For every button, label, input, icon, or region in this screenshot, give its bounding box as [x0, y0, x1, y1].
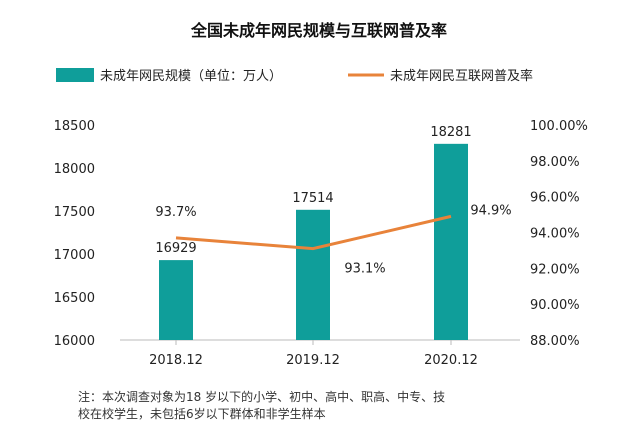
x-tick-label: 2019.12: [286, 353, 340, 368]
left-tick-label: 16500: [54, 291, 95, 306]
legend-swatch-bar: [56, 68, 94, 82]
left-tick-label: 17000: [54, 248, 95, 263]
line-series: 93.7% 93.1% 94.9%: [155, 203, 511, 276]
bar-value-label: 18281: [430, 125, 471, 140]
bars: 16929 17514 18281: [155, 125, 472, 340]
left-axis: 16000 16500 17000 17500 18000 18500: [54, 119, 95, 349]
line-value-label: 93.7%: [155, 205, 196, 220]
right-tick-label: 90.00%: [530, 298, 580, 313]
footnote-line-2: 校在校学生，未包括6岁以下群体和非学生样本: [78, 406, 326, 421]
x-tick-label: 2020.12: [424, 353, 478, 368]
legend-label-line: 未成年网民互联网普及率: [390, 68, 533, 84]
line-value-label: 93.1%: [344, 262, 385, 277]
rate-line: [175, 214, 452, 251]
bar: [434, 143, 468, 340]
legend: 未成年网民规模（单位：万人） 未成年网民互联网普及率: [56, 68, 533, 84]
right-axis: 88.00% 90.00% 92.00% 94.00% 96.00% 98.00% 100.…: [530, 119, 588, 349]
right-tick-label: 88.00%: [530, 334, 580, 349]
x-axis: 2018.12 2019.12 2020.12: [120, 339, 520, 368]
line-value-label: 94.9%: [470, 203, 511, 218]
bar-value-label: 17514: [292, 191, 333, 206]
left-tick-label: 18000: [54, 162, 95, 177]
right-tick-label: 94.00%: [530, 227, 580, 242]
right-tick-label: 98.00%: [530, 155, 580, 170]
left-tick-label: 17500: [54, 205, 95, 220]
right-tick-label: 100.00%: [530, 119, 588, 134]
legend-label-bar: 未成年网民规模（单位：万人）: [100, 69, 282, 84]
right-tick-label: 92.00%: [530, 262, 580, 277]
bar: [159, 260, 193, 340]
right-tick-label: 96.00%: [530, 191, 580, 206]
bar: [296, 209, 330, 340]
left-tick-label: 16000: [54, 334, 95, 349]
left-tick-label: 18500: [54, 119, 95, 134]
bar-value-label: 16929: [155, 241, 196, 256]
chart-title: 全国未成年网民规模与互联网普及率: [190, 21, 447, 40]
footnote-line-1: 注：本次调查对象为18 岁以下的小学、初中、高中、职高、中专、技: [78, 389, 445, 404]
x-tick-label: 2018.12: [149, 353, 203, 368]
